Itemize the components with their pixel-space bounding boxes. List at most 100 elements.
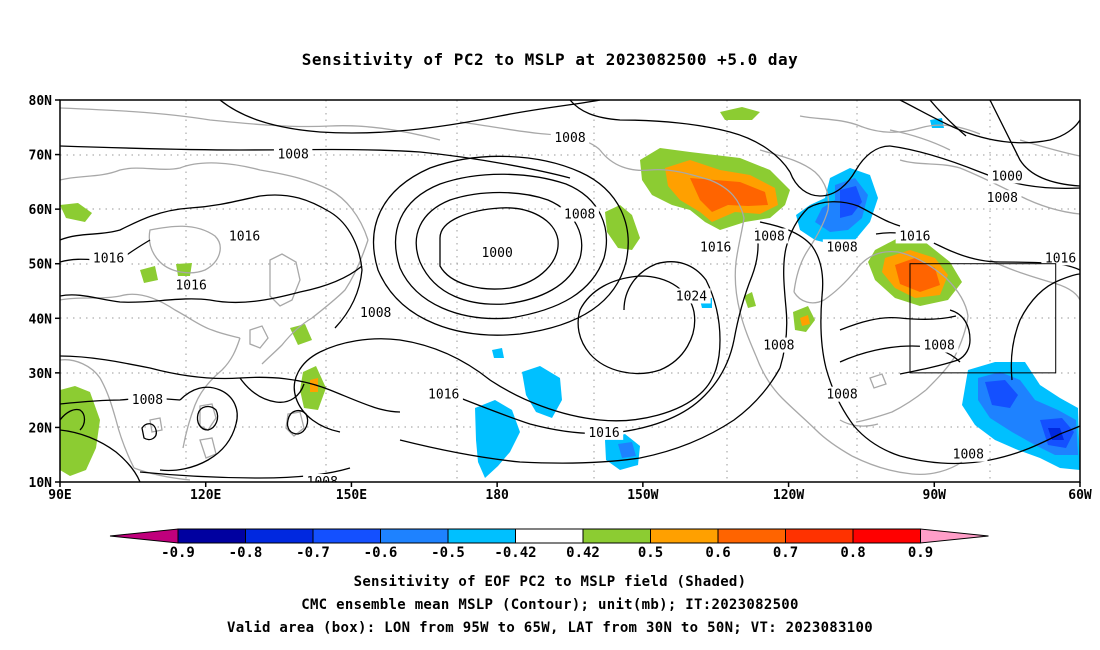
colorbar-segment: [177, 528, 246, 544]
lat-tick-label: 70N: [29, 149, 53, 164]
caption-line-3: Valid area (box): LON from 95W to 65W, L…: [227, 620, 873, 636]
contour-label-bg: [273, 146, 313, 162]
contour-label-bg: [225, 228, 264, 244]
contour-label: 1000: [481, 246, 512, 261]
caption-line-2: CMC ensemble mean MSLP (Contour); unit(m…: [301, 597, 799, 613]
contour-label: 1008: [554, 131, 585, 146]
caption-line-1: Sensitivity of EOF PC2 to MSLP field (Sh…: [353, 574, 747, 590]
contour-label: 1016: [700, 240, 731, 255]
lat-tick-label: 50N: [29, 258, 53, 273]
contour-label: 1016: [588, 426, 619, 441]
contour-label-bg: [822, 386, 862, 402]
contour-label: 1008: [564, 208, 595, 223]
contour-label-bg: [89, 250, 128, 266]
lon-tick-label: 90W: [923, 488, 947, 503]
contour-label-bg: [560, 206, 599, 222]
contour-label-bg: [672, 288, 711, 304]
contour-label-bg: [584, 424, 624, 440]
contour-label-bg: [822, 239, 862, 255]
lon-tick-label: 90E: [48, 488, 71, 503]
contour-label-bg: [128, 392, 167, 408]
colorbar-label: -0.42: [494, 545, 536, 561]
contour-label: 1016: [428, 388, 459, 403]
graticule: [60, 100, 1080, 482]
lat-tick-label: 60N: [29, 203, 53, 218]
contour-label: 1008: [753, 229, 784, 244]
colorbar-low-extension: [109, 528, 179, 544]
longitude-axis: 90E 120E 150E 180 150W 120W 90W 60W: [48, 482, 1092, 503]
contour-label-bg: [171, 277, 211, 293]
contour-label-bg: [983, 190, 1022, 206]
contour-label-bg: [987, 168, 1027, 184]
lat-tick-label: 80N: [29, 94, 53, 109]
colorbar-label: -0.6: [364, 545, 398, 561]
colorbar-label: -0.8: [229, 545, 263, 561]
contour-label: 1008: [987, 191, 1018, 206]
contour-label: 1016: [899, 229, 930, 244]
contour-label-bg: [749, 228, 789, 244]
colorbar-high-extension: [920, 528, 989, 544]
mslp-contours: [60, 100, 1080, 482]
lon-tick-label: 150E: [336, 488, 367, 503]
contour-label: 1008: [277, 148, 308, 163]
lat-tick-label: 40N: [29, 312, 53, 327]
contour-label: 1008: [132, 393, 163, 408]
contour-label: 1016: [93, 251, 124, 266]
lon-tick-label: 120E: [190, 488, 221, 503]
colorbar-segment: [312, 528, 381, 544]
colorbar-segment: [852, 528, 921, 544]
contour-labels: 1008 1008 1008 1000 1008 1000 1016 1008 1008 1016…: [89, 130, 1080, 490]
colorbar-label: -0.9: [161, 545, 195, 561]
colorbar-label: -0.5: [431, 545, 465, 561]
contour-label-bg: [477, 244, 517, 260]
contour-label-bg: [696, 239, 735, 255]
lon-tick-label: 150W: [627, 488, 658, 503]
contour-label-bg: [895, 228, 935, 244]
colorbar-label: 0.9: [908, 545, 933, 561]
contour-label: 1008: [953, 448, 984, 463]
lon-tick-label: 60W: [1068, 488, 1092, 503]
lat-tick-label: 30N: [29, 367, 53, 382]
colorbar-label: 0.6: [705, 545, 730, 561]
latitude-axis: 80N 70N 60N 50N 40N 30N 20N 10N: [29, 94, 60, 491]
contour-label: 1008: [763, 339, 794, 354]
contour-label-bg: [424, 386, 463, 402]
contour-label: 1008: [826, 240, 857, 255]
colorbar-label: 0.42: [566, 545, 600, 561]
contour-label-bg: [550, 130, 590, 146]
colorbar-label: 0.8: [840, 545, 865, 561]
colorbar-segment: [380, 528, 449, 544]
colorbar-segment: [447, 528, 516, 544]
colorbar-label: 0.5: [638, 545, 663, 561]
lon-tick-label: 120W: [773, 488, 804, 503]
contour-label: 1008: [360, 306, 391, 321]
negative-sensitivity: [475, 118, 1080, 478]
contour-label: 1008: [826, 388, 857, 403]
contour-label-bg: [1041, 250, 1080, 266]
lat-tick-label: 10N: [29, 476, 53, 491]
coastlines: [60, 107, 1080, 481]
colorbar-segment: [650, 528, 719, 544]
contour-label: 1000: [991, 169, 1022, 184]
colorbar-segment: [785, 528, 854, 544]
contour-label: 1024: [676, 289, 707, 304]
contour-label: 1016: [229, 229, 260, 244]
lon-tick-label: 180: [485, 488, 509, 503]
contour-label-bg: [303, 474, 342, 482]
contour-label: 1016: [175, 279, 206, 294]
contour-label: 1008: [307, 475, 338, 490]
colorbar-segment: [515, 528, 584, 544]
contour-label-bg: [949, 446, 988, 462]
valid-area-box: [909, 263, 1057, 374]
contour-label: 1016: [1045, 251, 1076, 266]
contour-label: 1008: [923, 339, 954, 354]
contour-label-bg: [919, 337, 959, 353]
colorbar-segment: [717, 528, 786, 544]
positive-sensitivity: [60, 107, 962, 476]
colorbar-label: -0.7: [296, 545, 330, 561]
lat-tick-label: 20N: [29, 421, 53, 436]
contour-label-bg: [356, 304, 395, 320]
contour-label-bg: [759, 337, 799, 353]
colorbar: -0.9 -0.8 -0.7 -0.6 -0.5 -0.42 0.42 0.5 0.6 0.7 0.…: [109, 528, 989, 561]
